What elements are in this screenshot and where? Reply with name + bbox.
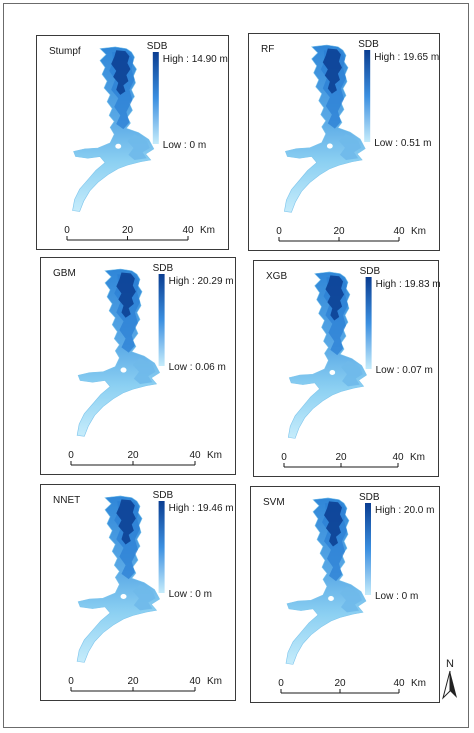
map-panel-svm: SVM SDB High : 20.0 m Low : 0 m 0 20 40 Km (250, 486, 440, 703)
scale-tick-label: 40 (393, 226, 405, 237)
scale-unit-label: Km (207, 676, 222, 687)
scale-bar: 0 20 40 Km (276, 226, 426, 242)
map-panel-stumpf: Stumpf SDB High : 14.90 m Low : 0 m 0 20 40 Km (36, 35, 229, 250)
legend-low-label: Low : 0 m (375, 591, 418, 602)
scale-tick-label: 40 (393, 678, 405, 689)
legend-color-ramp (152, 52, 159, 144)
map-stumpf: Stumpf SDB High : 14.90 m Low : 0 m 0 20 40 Km (49, 41, 228, 241)
scale-tick-label: 0 (276, 226, 282, 237)
legend-title: SDB (360, 266, 381, 277)
scale-tick-label: 40 (392, 452, 404, 463)
panel-title-rf: RF (261, 44, 274, 55)
scale-unit-label: Km (410, 452, 425, 463)
scale-bar: 0 20 40 Km (278, 678, 426, 694)
panel-title-nnet: NNET (53, 495, 80, 506)
scale-bar: 0 20 40 Km (68, 676, 222, 692)
scale-bar: 0 20 40 Km (281, 452, 425, 468)
scale-tick-label: 20 (122, 225, 134, 236)
legend-high-label: High : 20.29 m (169, 276, 234, 287)
reservoir-depth-map (76, 268, 161, 437)
legend-title: SDB (147, 41, 168, 52)
reservoir-depth-map (287, 271, 367, 439)
scale-tick-label: 20 (334, 678, 346, 689)
scale-unit-label: Km (411, 678, 426, 689)
north-arrow-icon: N (442, 658, 457, 700)
scale-tick-label: 20 (333, 226, 345, 237)
legend-high-label: High : 19.46 m (169, 503, 234, 514)
figure-frame (3, 3, 469, 728)
legend-high-label: High : 19.65 m (374, 52, 439, 63)
panel-title-stumpf: Stumpf (49, 46, 81, 57)
legend-low-label: Low : 0 m (163, 140, 206, 151)
map-panel-rf: RF SDB High : 19.65 m Low : 0.51 m 0 20 40 Km (248, 33, 440, 251)
scale-tick-label: 0 (64, 225, 70, 236)
scale-tick-label: 0 (68, 450, 74, 461)
map-nnet: NNET SDB High : 19.46 m Low : 0 m 0 20 40 Km (53, 490, 234, 692)
legend-title: SDB (358, 39, 379, 50)
legend-low-label: Low : 0.07 m (376, 365, 433, 376)
north-label: N (446, 658, 454, 670)
scale-tick-label: 40 (182, 225, 194, 236)
scale-unit-label: Km (411, 226, 426, 237)
scale-tick-label: 0 (281, 452, 287, 463)
panel-title-svm: SVM (263, 497, 285, 508)
legend-color-ramp (158, 501, 165, 593)
legend-low-label: Low : 0 m (169, 589, 212, 600)
legend-color-ramp (365, 503, 371, 595)
map-svm: SVM SDB High : 20.0 m Low : 0 m 0 20 40 Km (263, 492, 434, 694)
reservoir-depth-map (72, 46, 155, 212)
legend-title: SDB (153, 263, 174, 274)
legend-color-ramp (158, 274, 165, 366)
legend-high-label: High : 20.0 m (375, 505, 434, 516)
scale-tick-label: 20 (127, 676, 139, 687)
scale-tick-label: 20 (127, 450, 139, 461)
legend-high-label: High : 19.83 m (376, 279, 441, 290)
panel-title-gbm: GBM (53, 268, 76, 279)
scale-unit-label: Km (200, 225, 215, 236)
legend-low-label: Low : 0.06 m (169, 362, 226, 373)
map-panel-gbm: GBM SDB High : 20.29 m Low : 0.06 m 0 20 40 Km (40, 257, 236, 475)
map-xgb: XGB SDB High : 19.83 m Low : 0.07 m 0 20 40 Km (266, 266, 441, 468)
legend-high-label: High : 14.90 m (163, 54, 228, 65)
map-panel-nnet: NNET SDB High : 19.46 m Low : 0 m 0 20 40 Km (40, 484, 236, 701)
legend-title: SDB (153, 490, 174, 501)
scale-bar: 0 20 40 Km (64, 225, 215, 241)
scale-unit-label: Km (207, 450, 222, 461)
legend-color-ramp (364, 50, 371, 142)
reservoir-depth-map (284, 44, 366, 213)
map-panel-xgb: XGB SDB High : 19.83 m Low : 0.07 m 0 20 40 Km (253, 260, 441, 477)
legend-title: SDB (359, 492, 380, 503)
map-rf: RF SDB High : 19.65 m Low : 0.51 m 0 20 40 Km (261, 39, 439, 242)
reservoir-depth-map (76, 495, 161, 663)
panel-title-xgb: XGB (266, 271, 287, 282)
scale-tick-label: 40 (189, 676, 201, 687)
scale-tick-label: 0 (68, 676, 74, 687)
scale-tick-label: 40 (189, 450, 201, 461)
scale-tick-label: 0 (278, 678, 284, 689)
map-gbm: GBM SDB High : 20.29 m Low : 0.06 m 0 20 40 Km (53, 263, 234, 466)
reservoir-depth-map (285, 497, 367, 665)
legend-low-label: Low : 0.51 m (374, 138, 431, 149)
legend-color-ramp (365, 277, 372, 369)
scale-tick-label: 20 (335, 452, 347, 463)
scale-bar: 0 20 40 Km (68, 450, 222, 466)
